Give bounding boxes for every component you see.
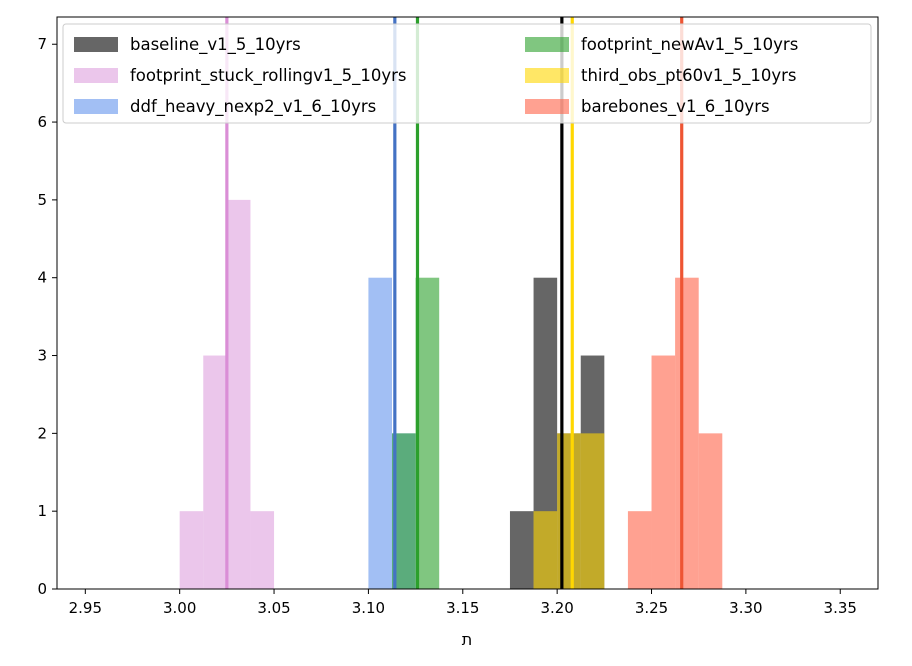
y-axis-ticks: 0 1 2 3 4 5 6 7: [37, 35, 57, 598]
histogram-bar: [415, 277, 440, 589]
y-tick-label: 7: [37, 35, 47, 53]
histogram-bar: [651, 355, 676, 589]
legend-label: barebones_v1_6_10yrs: [581, 97, 770, 117]
legend-swatch: [525, 37, 569, 52]
plot-frame: [56, 16, 879, 590]
legend-label: baseline_v1_5_10yrs: [130, 35, 301, 55]
legend-label: ddf_heavy_nexp2_v1_6_10yrs: [130, 97, 376, 117]
y-tick-label: 5: [37, 191, 47, 209]
legend-swatch: [74, 37, 118, 52]
y-tick-label: 2: [37, 424, 47, 442]
legend-swatch: [525, 99, 569, 114]
legend-frame: [62, 23, 872, 124]
histogram-bar: [627, 511, 652, 589]
x-axis-ticks: 2.95 3.00 3.05 3.10 3.15 3.20 3.25 3.30 3.35: [69, 589, 857, 617]
histogram-bar: [580, 433, 605, 589]
y-tick-label: 4: [37, 269, 47, 287]
x-tick-label: 3.10: [352, 599, 385, 617]
y-tick-label: 6: [37, 113, 47, 131]
legend-swatch: [525, 68, 569, 83]
x-tick-label: 3.20: [540, 599, 573, 617]
legend-label: third_obs_pt60v1_5_10yrs: [581, 66, 796, 86]
legend-swatch: [74, 99, 118, 114]
x-tick-label: 3.30: [729, 599, 762, 617]
legend-label: footprint_newAv1_5_10yrs: [581, 35, 798, 55]
histogram-bar: [226, 199, 251, 590]
histogram-bar: [675, 277, 699, 589]
x-tick-label: 3.00: [163, 599, 196, 617]
legend-label: footprint_stuck_rollingv1_5_10yrs: [130, 66, 407, 86]
x-tick-label: 3.35: [824, 599, 857, 617]
histogram-bar: [179, 511, 204, 589]
histogram-bar: [533, 511, 558, 589]
histogram-bar: [250, 511, 275, 589]
histogram-bar: [368, 277, 393, 589]
legend-swatch: [74, 68, 118, 83]
y-tick-label: 3: [37, 347, 47, 365]
x-tick-label: 3.25: [635, 599, 668, 617]
x-tick-label: 2.95: [69, 599, 102, 617]
histogram-bar: [392, 433, 416, 589]
x-tick-label: 3.15: [446, 599, 479, 617]
x-tick-label: 3.05: [257, 599, 290, 617]
x-axis-label: ת: [462, 630, 473, 649]
histogram-bar: [509, 511, 534, 589]
histogram-bars: [179, 199, 723, 590]
legend: baseline_v1_5_10yrs footprint_stuck_rolli…: [62, 23, 872, 124]
y-tick-label: 1: [37, 502, 47, 520]
histogram-bar: [698, 433, 723, 589]
histogram-bar: [203, 355, 227, 589]
y-tick-label: 0: [37, 580, 47, 598]
